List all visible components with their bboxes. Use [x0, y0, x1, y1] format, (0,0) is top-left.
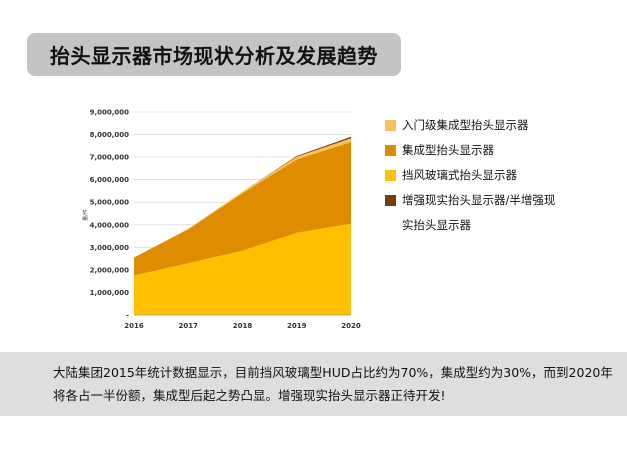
- x-tick-label: 2019: [287, 322, 307, 330]
- x-tick-label: 2016: [124, 322, 144, 330]
- y-tick-label: 7,000,000: [90, 154, 130, 162]
- y-tick-label: 2,000,000: [90, 266, 130, 274]
- y-tick-label: 5,000,000: [90, 199, 130, 207]
- y-tick-label: 3,000,000: [90, 244, 130, 252]
- legend-item-windshield: 挡风玻璃式抬头显示器: [385, 167, 585, 192]
- y-tick-label: 6,000,000: [90, 176, 130, 184]
- legend-swatch: [385, 145, 396, 156]
- chart-legend: 入门级集成型抬头显示器 集成型抬头显示器 挡风玻璃式抬头显示器 增强现实抬头显示…: [385, 117, 585, 238]
- legend-label: 集成型抬头显示器: [402, 143, 494, 157]
- x-tick-label: 2020: [341, 322, 361, 330]
- y-tick-label: -: [126, 312, 129, 320]
- legend-swatch: [385, 195, 396, 206]
- legend-item-integrated: 集成型抬头显示器: [385, 142, 585, 167]
- y-tick-label: 8,000,000: [90, 131, 130, 139]
- legend-label: 挡风玻璃式抬头显示器: [402, 168, 517, 182]
- summary-footer: 大陆集团2015年统计数据显示，目前挡风玻璃型HUD占比约为70%，集成型约为3…: [0, 352, 627, 416]
- y-tick-label: 4,000,000: [90, 221, 130, 229]
- legend-swatch: [385, 120, 396, 131]
- area-chart: 9,000,000 8,000,000 7,000,000 6,000,000 5,00…: [82, 109, 361, 331]
- area-series: [134, 223, 351, 315]
- legend-swatch: [385, 170, 396, 181]
- title-banner: 抬头显示器市场现状分析及发展趋势: [27, 33, 401, 76]
- legend-item-augmented-reality: 增强现实抬头显示器/半增强现实抬头显示器: [385, 192, 585, 238]
- area-series: [134, 142, 351, 276]
- x-tick-label: 2017: [179, 322, 199, 330]
- x-tick-label: 2018: [233, 322, 253, 330]
- legend-label: 增强现实抬头显示器/半增强现实抬头显示器: [402, 193, 556, 232]
- y-tick-label: 1,000,000: [90, 289, 130, 297]
- legend-item-entry-level: 入门级集成型抬头显示器: [385, 117, 585, 142]
- y-axis-label: 量/件: [82, 209, 89, 221]
- summary-text: 大陆集团2015年统计数据显示，目前挡风玻璃型HUD占比约为70%，集成型约为3…: [53, 365, 613, 403]
- y-tick-label: 9,000,000: [90, 109, 130, 117]
- legend-label: 入门级集成型抬头显示器: [402, 118, 529, 132]
- page-title: 抬头显示器市场现状分析及发展趋势: [50, 44, 378, 68]
